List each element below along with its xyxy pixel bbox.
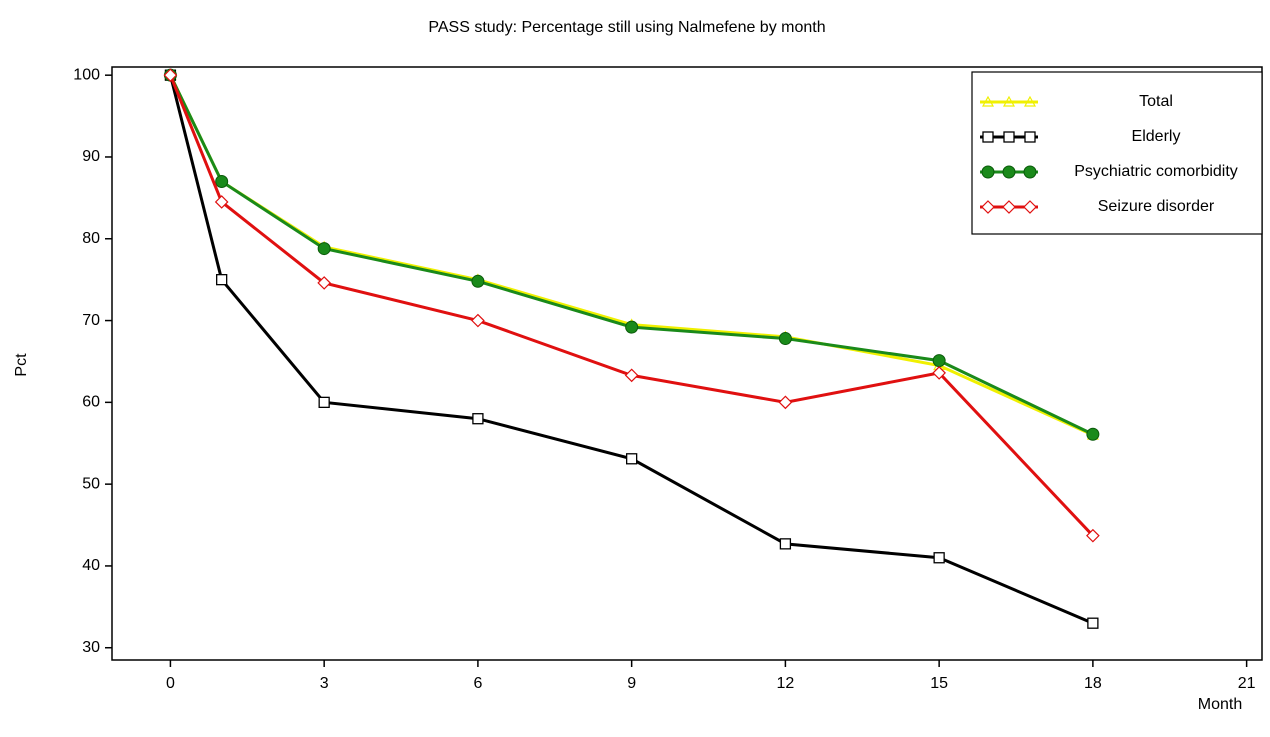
point: [317, 242, 331, 256]
point: [317, 276, 332, 290]
point: [981, 200, 995, 214]
point: [933, 552, 945, 564]
point: [981, 95, 995, 107]
point: [1086, 528, 1100, 543]
point: [932, 366, 946, 380]
point: [1002, 95, 1016, 107]
point: [215, 175, 229, 189]
point: [216, 274, 228, 286]
x-tick-label: 12: [776, 675, 794, 692]
point: [163, 68, 178, 83]
series-line: [169, 74, 1094, 537]
point: [471, 274, 485, 288]
point: [214, 195, 229, 209]
legend-label: Psychiatric comorbidity: [1074, 163, 1238, 180]
series-line: [168, 74, 1094, 625]
x-axis-label: Month: [1198, 696, 1242, 713]
x-tick-label: 18: [1084, 675, 1102, 692]
point: [1023, 200, 1037, 214]
point: [625, 320, 639, 334]
x-tick-label: 0: [166, 675, 175, 692]
point: [1086, 427, 1100, 441]
point: [981, 165, 995, 179]
y-tick-label: 50: [82, 475, 100, 492]
x-tick-label: 6: [473, 675, 482, 692]
point: [626, 453, 638, 465]
y-tick-label: 100: [73, 66, 100, 83]
y-tick-label: 60: [82, 394, 100, 411]
series-line: [169, 74, 1094, 436]
point: [624, 368, 639, 383]
legend-label: Elderly: [1132, 128, 1181, 145]
point: [778, 395, 793, 410]
point: [1002, 165, 1016, 179]
y-tick-label: 80: [82, 230, 100, 247]
plot-frame: [111, 66, 1263, 661]
point: [1024, 131, 1036, 143]
y-tick-label: 70: [82, 312, 100, 329]
point: [982, 131, 994, 143]
point: [1023, 165, 1037, 179]
x-tick-label: 21: [1238, 675, 1256, 692]
x-tick-label: 3: [320, 675, 329, 692]
point: [1003, 131, 1015, 143]
x-tick-label: 15: [930, 675, 948, 692]
point: [932, 354, 946, 368]
legend-label: Total: [1139, 93, 1173, 110]
point: [318, 396, 330, 409]
y-tick-label: 40: [82, 557, 100, 574]
point: [471, 313, 485, 328]
legend-label: Seizure disorder: [1098, 198, 1215, 215]
point: [472, 413, 484, 425]
x-tick-label: 9: [627, 675, 636, 692]
point: [779, 538, 792, 550]
point: [1023, 95, 1037, 107]
point: [778, 332, 792, 346]
chart-title: PASS study: Percentage still using Nalme…: [428, 19, 825, 36]
y-axis-label: Pct: [13, 353, 30, 377]
y-tick-label: 90: [82, 148, 100, 165]
point: [1002, 200, 1016, 214]
y-tick-label: 30: [82, 639, 100, 656]
point: [1087, 617, 1099, 629]
